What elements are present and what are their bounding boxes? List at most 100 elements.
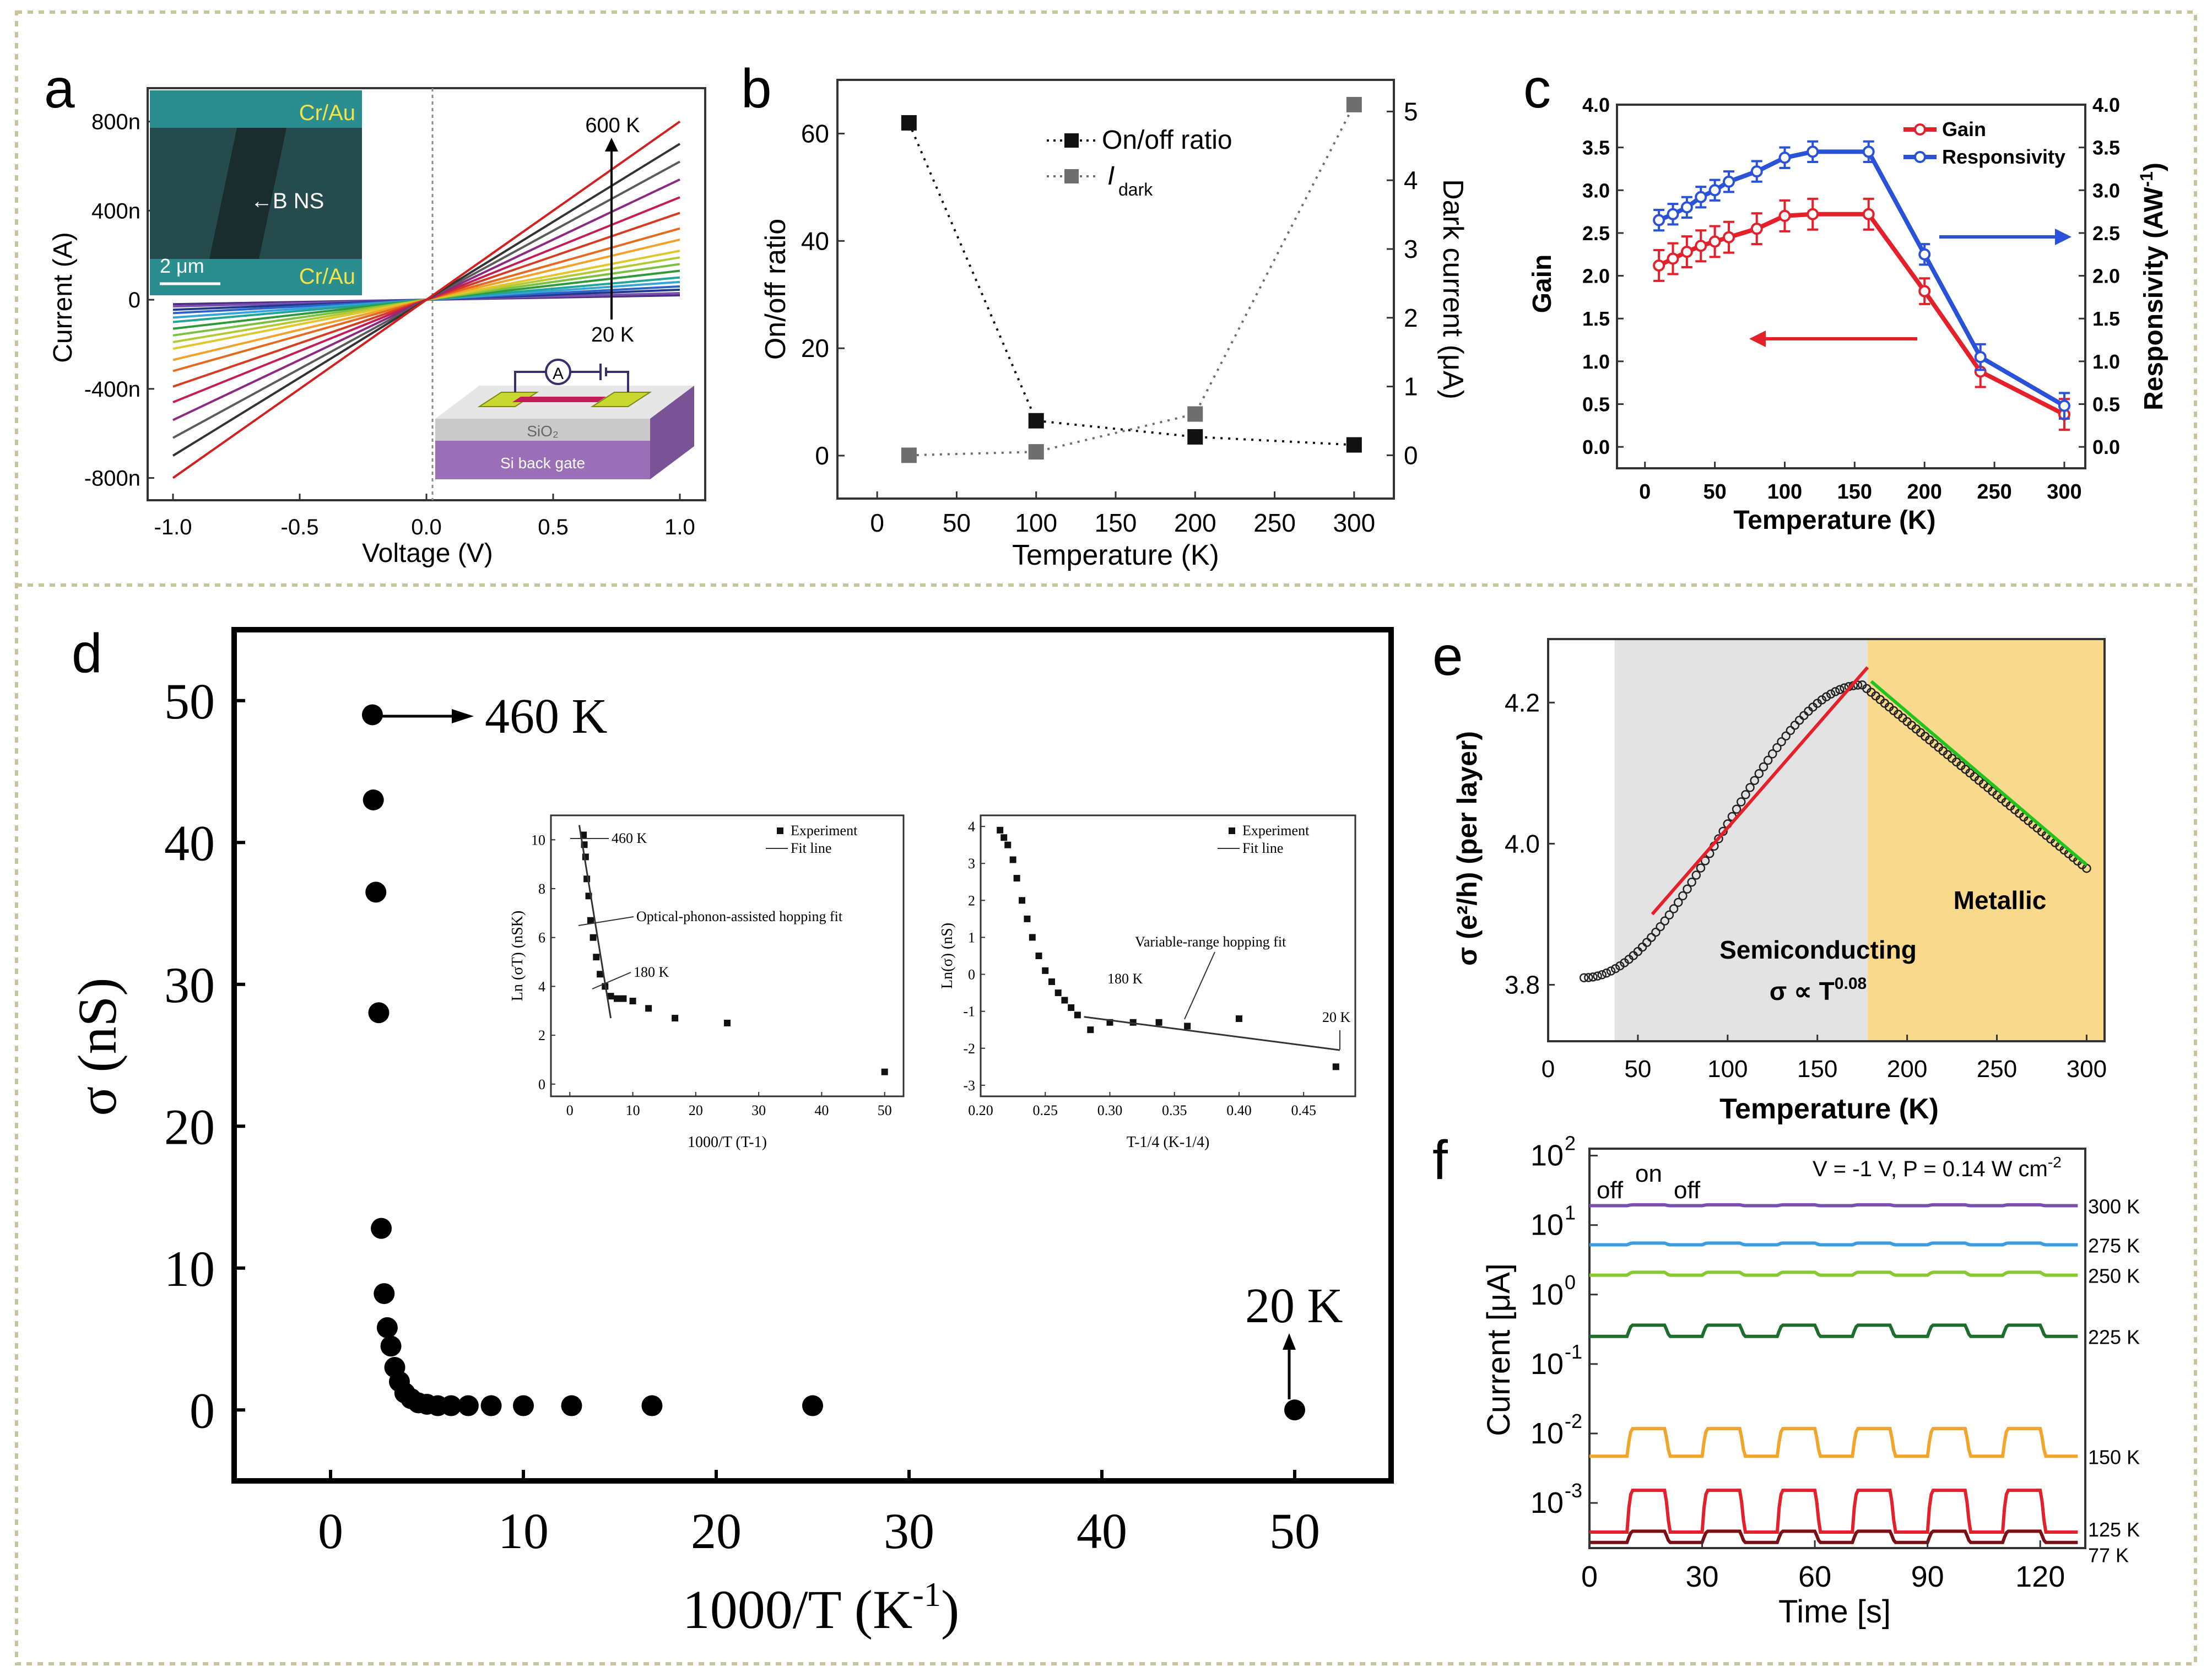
x-tick-label-f: 30 <box>1686 1560 1719 1593</box>
sem-top-electrode-label: Cr/Au <box>299 101 355 125</box>
data-point-c-0 <box>1918 285 1931 297</box>
sem-nanosheet-label: ←B NS <box>251 189 324 213</box>
inset-y-tick-label: 10 <box>531 832 545 848</box>
y-tick-label-e: 3.8 <box>1505 971 1540 999</box>
data-point-e <box>1606 966 1616 976</box>
x-axis-label-f: Time [s] <box>1778 1594 1891 1630</box>
inset-data-point <box>620 995 627 1002</box>
photocurrent-trace-4 <box>1589 1427 2078 1458</box>
y-tick-label-left-c: 2.0 <box>1582 265 1610 288</box>
panel-a: -1.0 -0.5 0.0 0.5 1.0 800n 400n 0 -400n -800n Vo… <box>48 87 706 568</box>
x-tick-label-d: 30 <box>884 1503 934 1559</box>
inset-x-tick-label: 0.25 <box>1032 1102 1058 1118</box>
inset-data-point <box>1009 856 1016 863</box>
data-point-c-1 <box>1695 191 1707 203</box>
inset2-x-label: T-1/4 (K-1/4) <box>1127 1134 1210 1151</box>
panel-e: 0 50 100 150 200 250 300 3.8 4.0 4.2 Semiconducti… <box>1452 638 2107 1125</box>
data-point-e <box>1745 783 1755 792</box>
inset-x-tick-label: 0.35 <box>1162 1102 1187 1118</box>
data-point-c-0 <box>1653 259 1665 272</box>
y-tick-label-d: 20 <box>164 1099 215 1155</box>
y-tick-exponent-f: 1 <box>1565 1202 1576 1224</box>
data-point-e <box>1651 927 1661 937</box>
inset-x-tick-label: 0.20 <box>968 1102 993 1118</box>
inset-y-tick-label: 0 <box>968 967 975 983</box>
x-tick-label-f: 120 <box>2015 1560 2065 1593</box>
inset-data-point <box>1155 1019 1162 1026</box>
data-point-c-0 <box>1807 208 1819 220</box>
y-tick-label-d: 50 <box>164 673 215 729</box>
x-tick-label-c: 100 <box>1767 480 1802 504</box>
panel-label-a: a <box>44 58 75 120</box>
inset-data-point <box>587 917 594 924</box>
data-point-b-0 <box>1028 413 1044 429</box>
inset-legend-experiment: Experiment <box>791 823 858 838</box>
data-point-c-1 <box>1708 184 1721 197</box>
x-tick-label-c: 150 <box>1837 480 1872 504</box>
x-axis-label-c: Temperature (K) <box>1733 506 1935 535</box>
legend-label-idark: I <box>1107 161 1115 191</box>
photocurrent-trace-0 <box>1589 1203 2078 1208</box>
trace-label-2: 250 K <box>2088 1265 2140 1287</box>
panel-b: 0 50 100 150 200 250 300 0 20 40 60 0 1 2 3 4 5 Temperat… <box>760 79 1469 571</box>
data-point-e <box>1602 969 1611 978</box>
y-tick-label-right-c: 4.0 <box>2092 94 2120 116</box>
inset-data-point <box>607 993 614 1000</box>
series-line-b-1 <box>908 104 1355 457</box>
data-point-d <box>376 1317 398 1338</box>
inset-y-tick-label: 3 <box>968 856 975 872</box>
ammeter-label: A <box>553 365 564 383</box>
data-point-d <box>480 1395 502 1416</box>
x-tick-label-e: 200 <box>1887 1056 1927 1083</box>
x-tick-label-c: 50 <box>1703 480 1726 504</box>
inset-y-tick-label: -2 <box>963 1041 975 1057</box>
data-point-e <box>1732 804 1742 814</box>
inset-legend-experiment: Experiment <box>1242 823 1310 838</box>
x-tick-label-f: 60 <box>1798 1560 1831 1593</box>
data-point-c-1 <box>1778 152 1791 164</box>
inset-data-point <box>1074 1011 1081 1019</box>
data-point-e <box>1831 687 1840 696</box>
inset1-x-label: 1000/T (T-1) <box>688 1134 767 1151</box>
x-axis-label-b: Temperature (K) <box>1012 539 1219 571</box>
x-tick-label-e: 250 <box>1977 1056 2017 1083</box>
inset-x-tick-label: 0.40 <box>1226 1102 1252 1118</box>
data-point-e <box>1678 891 1688 901</box>
data-point-c-1 <box>1974 351 1987 364</box>
inset-x-tick-label: 0.30 <box>1097 1102 1123 1118</box>
inset-y-tick-label: 6 <box>538 930 545 946</box>
x-axis-label-d: 1000/T (K-1) <box>683 1576 960 1640</box>
inset-data-point <box>589 934 597 941</box>
inset-y-tick-label: -1 <box>963 1004 975 1020</box>
data-point-e <box>1664 910 1674 920</box>
inset-y-tick-label: 2 <box>968 892 975 908</box>
inset2-y-label: Ln(σ) (nS) <box>939 923 956 989</box>
x-tick-label-c: 0 <box>1639 480 1651 504</box>
device-schematic-inset: A SiO₂ Si back gate <box>435 359 694 479</box>
y-axis-label-f: Current [μA] <box>1481 1263 1517 1436</box>
x-tick-label-a: 1.0 <box>664 515 695 539</box>
x-tick-label-a: -1.0 <box>154 515 192 539</box>
data-point-e <box>1790 721 1800 730</box>
inset1-label-460k: 460 K <box>612 830 647 846</box>
inset-y-tick-label: 0 <box>538 1076 545 1092</box>
x-tick-label-e: 0 <box>1542 1056 1555 1083</box>
trace-label-5: 125 K <box>2088 1518 2140 1541</box>
region-metallic <box>1867 639 2105 1041</box>
x-tick-label-f: 0 <box>1581 1560 1598 1593</box>
y-tick-label-right-b: 2 <box>1404 304 1418 332</box>
data-point-c-1 <box>1862 145 1875 158</box>
x-tick-label-e: 100 <box>1707 1056 1748 1083</box>
legend-label-responsivity: Responsivity <box>1942 145 2065 168</box>
panel-c: 0 50 100 150 200 250 300 0.0 0.0 0.5 0.5 1.0 1.0 1.5 1… <box>1528 94 2168 535</box>
data-point-c-0 <box>1708 235 1721 248</box>
annotation-20k: 20 K <box>591 323 634 347</box>
data-point-b-0 <box>1346 437 1362 453</box>
inset-data-point <box>1087 1026 1094 1034</box>
inset-data-point <box>1054 989 1062 997</box>
inset-data-point <box>1013 875 1020 882</box>
data-point-d <box>802 1395 823 1416</box>
inset-x-tick-label: 10 <box>626 1102 640 1118</box>
